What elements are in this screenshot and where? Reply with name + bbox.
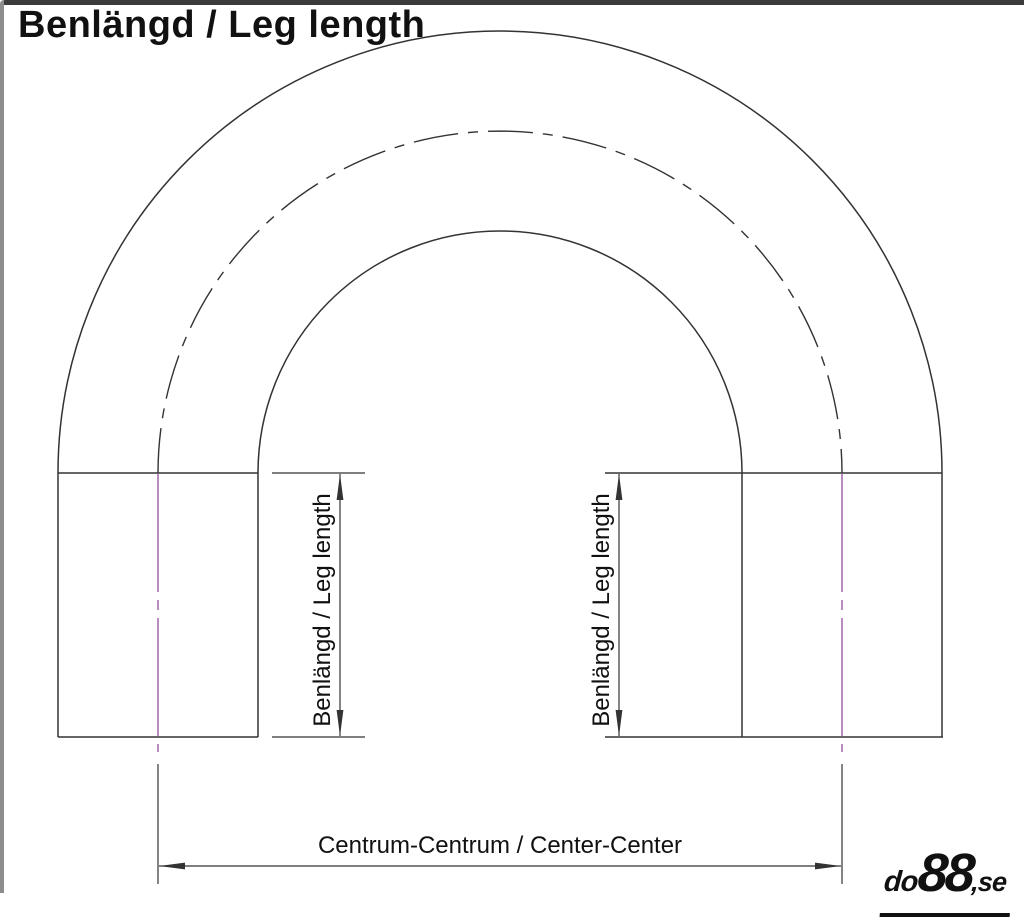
- dimension-arrow-down-icon: [615, 710, 623, 736]
- right-leg-dimension-label: Benlängd / Leg length: [588, 493, 615, 727]
- logo-prefix: do: [882, 866, 919, 898]
- frame-top-edge: [0, 0, 1024, 5]
- logo-number: 88: [916, 843, 975, 903]
- page-title: Benlängd / Leg length: [18, 4, 426, 46]
- inner-arc: [257, 230, 743, 474]
- centerline-arc: [157, 130, 843, 474]
- left-leg-extension-lines: [272, 472, 365, 738]
- center-center-extension-lines: [157, 764, 843, 884]
- frame-left-edge: [0, 0, 4, 893]
- do88-logo: do88,se: [879, 843, 1015, 917]
- dimension-arrow-left-icon: [159, 862, 185, 870]
- dimension-arrow-up-icon: [615, 474, 623, 500]
- center-center-dimension-label: Centrum-Centrum / Center-Center: [317, 832, 683, 859]
- outer-arc: [57, 30, 943, 474]
- dimension-arrow-right-icon: [815, 862, 841, 870]
- logo-suffix: ,se: [970, 867, 1008, 897]
- right-leg-outline: [605, 472, 943, 738]
- left-leg-outline: [57, 472, 259, 738]
- dimension-arrow-down-icon: [336, 710, 344, 736]
- dimension-arrow-up-icon: [336, 474, 344, 500]
- left-leg-dimension-label: Benlängd / Leg length: [309, 493, 336, 727]
